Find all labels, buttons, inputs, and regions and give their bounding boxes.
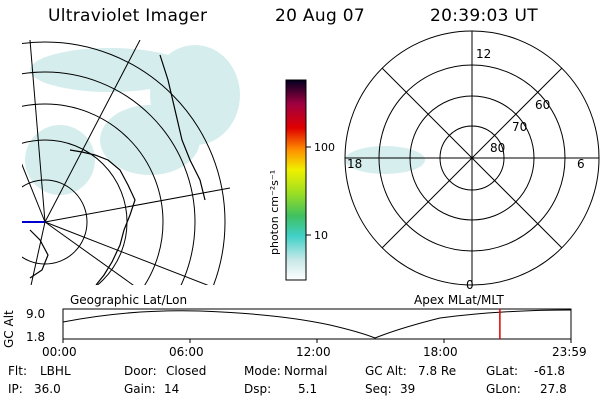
timeline-xtick-2359: 23:59: [552, 345, 587, 359]
status-gain-key: Gain:: [124, 382, 156, 396]
status-seq-value: 39: [400, 382, 416, 396]
timeline-plot: [62, 308, 572, 343]
timeline-left-title: Geographic Lat/Lon: [70, 293, 188, 307]
observation-time: 20:39:03 UT: [430, 6, 538, 26]
status-mode-key: Mode:: [244, 364, 281, 378]
status-dsp-key: Dsp:: [244, 382, 272, 396]
status-ip-key: IP:: [8, 382, 23, 396]
observation-date: 20 Aug 07: [275, 6, 365, 26]
timeline-ticks: [62, 339, 572, 343]
colorbar-unit-label: photon cm⁻²s⁻¹: [268, 169, 281, 255]
colorbar-ticks: [306, 146, 311, 236]
timeline-xtick-0600: 06:00: [169, 345, 204, 359]
status-seq-key: Seq:: [365, 382, 392, 396]
status-ip-value: 36.0: [34, 382, 61, 396]
timeline-frame: [62, 308, 572, 340]
status-glat-key: GLat:: [486, 364, 519, 378]
status-filter-value: LBHL: [40, 364, 71, 378]
instrument-title: Ultraviolet Imager: [48, 6, 208, 26]
colorbar-tick-10: 10: [314, 229, 328, 242]
status-glat-value: -61.8: [534, 364, 566, 378]
polar-label-lat-60: 60: [535, 98, 551, 112]
status-filter-key: Flt:: [8, 364, 27, 378]
polar-label-lat-80: 80: [490, 141, 506, 155]
status-glon-value: 27.8: [540, 382, 567, 396]
status-glon-key: GLon:: [486, 382, 521, 396]
timeline-y-label: GC Alt: [2, 310, 16, 348]
status-door-key: Door:: [124, 364, 157, 378]
timeline-ytick-max: 9.0: [26, 307, 46, 321]
polar-label-mlt-18: 18: [347, 157, 363, 171]
status-gcalt-key: GC Alt:: [365, 364, 407, 378]
status-mode-value: Normal: [284, 364, 328, 378]
colorbar: [285, 79, 307, 281]
polar-label-mlt-6: 6: [577, 157, 585, 171]
timeline-ytick-min: 1.8: [26, 330, 46, 344]
colorbar-tick-100: 100: [314, 141, 335, 154]
timeline-xtick-0000: 00:00: [42, 345, 77, 359]
status-gain-value: 14: [164, 382, 180, 396]
timeline-xtick-1800: 18:00: [423, 345, 458, 359]
polar-mlt-plot: [344, 30, 600, 286]
altitude-curve: [62, 309, 572, 339]
timeline-right-title: Apex MLat/MLT: [414, 293, 504, 307]
polar-diagonal-2: [381, 67, 563, 249]
polar-label-mlt-12: 12: [476, 47, 492, 61]
status-door-value: Closed: [166, 364, 207, 378]
geographic-image-panel: [22, 40, 240, 285]
timeline-xtick-1200: 12:00: [296, 345, 331, 359]
status-gcalt-value: 7.8 Re: [418, 364, 457, 378]
polar-label-mlt-0: 0: [466, 278, 474, 292]
polar-emission-speckle: [345, 146, 425, 174]
polar-label-lat-70: 70: [512, 120, 528, 134]
auroral-emission-speckle: [25, 45, 240, 195]
status-dsp-value: 5.1: [298, 382, 318, 396]
coastline: [29, 54, 206, 285]
